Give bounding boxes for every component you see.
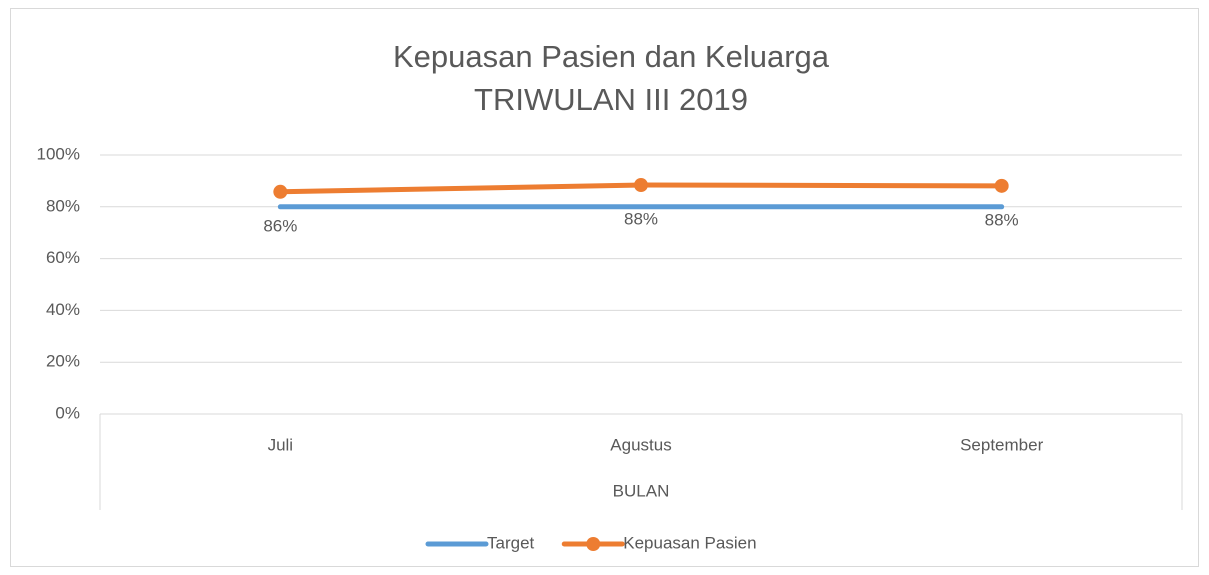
data-label: 88% xyxy=(624,210,658,229)
x-tick-label: Agustus xyxy=(610,435,671,454)
point-marker xyxy=(273,184,288,199)
y-tick-label: 100% xyxy=(37,144,80,163)
legend-label: Kepuasan Pasien xyxy=(623,533,756,552)
x-tick-label: Juli xyxy=(268,435,294,454)
y-tick-label: 0% xyxy=(55,403,80,422)
point-marker xyxy=(994,178,1009,193)
y-tick-label: 40% xyxy=(46,300,80,319)
x-tick-label: September xyxy=(960,435,1043,454)
data-label: 86% xyxy=(263,216,297,235)
chart-subtitle: TRIWULAN III 2019 xyxy=(474,82,748,117)
y-tick-label: 60% xyxy=(46,248,80,267)
chart-title: Kepuasan Pasien dan Keluarga xyxy=(393,39,830,74)
x-axis-label: BULAN xyxy=(613,481,670,500)
point-marker xyxy=(634,178,648,193)
legend-label: Target xyxy=(487,533,535,552)
y-tick-label: 80% xyxy=(46,196,80,215)
y-tick-label: 20% xyxy=(46,352,80,371)
legend-marker xyxy=(586,537,601,551)
chart-border xyxy=(10,8,1199,567)
data-label: 88% xyxy=(985,210,1019,229)
